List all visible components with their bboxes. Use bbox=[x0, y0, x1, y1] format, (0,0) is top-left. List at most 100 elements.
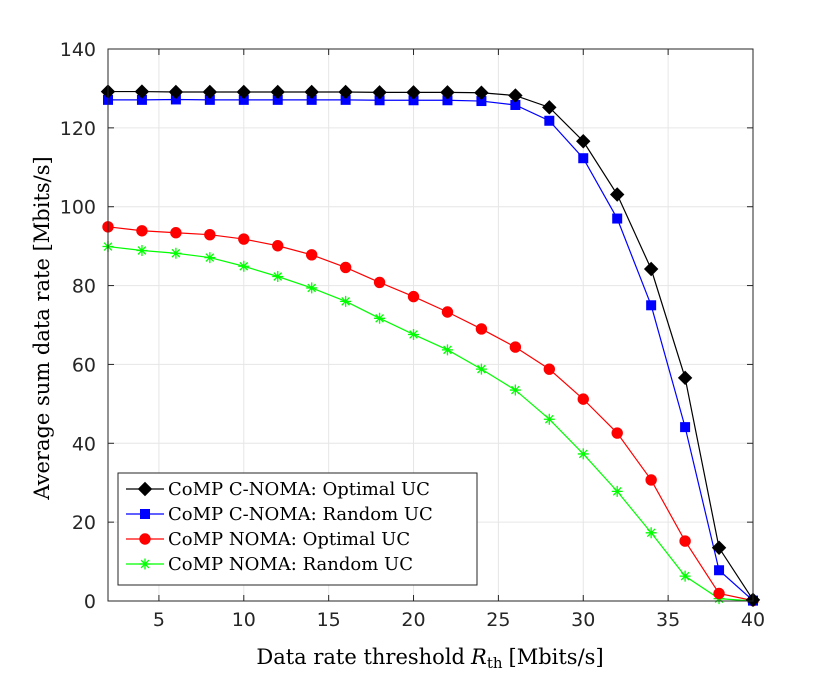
legend-box bbox=[117, 472, 478, 586]
x-tick-label: 5 bbox=[153, 609, 165, 631]
data-point bbox=[340, 295, 352, 307]
legend-marker bbox=[139, 533, 151, 545]
data-point bbox=[577, 448, 589, 460]
legend: CoMP C-NOMA: Optimal UC CoMP C-NOMA: Rand… bbox=[117, 472, 478, 586]
data-point bbox=[373, 276, 386, 289]
legend-entry: CoMP C-NOMA: Optimal UC bbox=[126, 479, 430, 500]
series-line bbox=[107, 245, 754, 602]
data-point bbox=[168, 84, 184, 100]
data-point bbox=[272, 271, 284, 283]
y-tick-label: 40 bbox=[72, 433, 96, 455]
data-point bbox=[204, 229, 216, 241]
y-tick-label: 0 bbox=[84, 591, 96, 613]
y-tick-label: 100 bbox=[60, 197, 96, 219]
x-axis-label-subscript: th bbox=[487, 654, 503, 672]
y-tick-label: 120 bbox=[60, 118, 96, 140]
data-point bbox=[677, 370, 693, 386]
data-point bbox=[272, 240, 284, 252]
y-axis-label: Average sum data rate [Mbits/s] bbox=[30, 156, 54, 500]
tick-marks bbox=[108, 48, 754, 602]
data-point bbox=[645, 474, 657, 486]
tick-labels: 5 10 15 20 25 30 35 40 0 20 40 60 80 100 120 140 bbox=[60, 39, 765, 631]
series-0 bbox=[100, 84, 761, 608]
data-point bbox=[170, 247, 182, 259]
data-point bbox=[374, 312, 386, 324]
data-point bbox=[236, 84, 251, 100]
data-point bbox=[134, 84, 150, 99]
data-point bbox=[643, 261, 659, 277]
data-point bbox=[238, 233, 250, 245]
legend-entry: CoMP NOMA: Optimal UC bbox=[126, 529, 410, 550]
data-point bbox=[645, 527, 657, 539]
legend-label: CoMP NOMA: Random UC bbox=[168, 554, 413, 575]
legend-marker bbox=[140, 509, 150, 519]
data-point bbox=[612, 213, 623, 224]
data-point bbox=[646, 300, 657, 311]
series-3 bbox=[102, 241, 759, 607]
data-point bbox=[408, 328, 420, 340]
data-point bbox=[270, 84, 285, 100]
data-point bbox=[679, 570, 691, 582]
data-point bbox=[440, 85, 455, 100]
legend-entries: CoMP C-NOMA: Optimal UC CoMP C-NOMA: Rand… bbox=[126, 479, 433, 575]
series-2 bbox=[102, 221, 759, 607]
data-point bbox=[170, 227, 182, 239]
x-tick-label: 25 bbox=[486, 609, 510, 631]
data-point bbox=[136, 244, 148, 256]
data-point bbox=[338, 84, 353, 100]
data-point bbox=[711, 540, 727, 555]
legend-label: CoMP C-NOMA: Random UC bbox=[168, 504, 433, 525]
x-axis-label: Data rate threshold Rth [Mbits/s] bbox=[256, 645, 603, 672]
data-point bbox=[372, 85, 387, 100]
data-point bbox=[679, 535, 691, 547]
data-point bbox=[680, 422, 691, 433]
y-tick-label: 60 bbox=[72, 354, 96, 376]
data-point bbox=[509, 384, 521, 396]
x-axis-label-text: Data rate threshold bbox=[256, 645, 465, 669]
plot-border bbox=[107, 48, 754, 602]
x-tick-label: 20 bbox=[401, 609, 425, 631]
legend-label: CoMP C-NOMA: Optimal UC bbox=[168, 479, 430, 500]
data-point bbox=[542, 100, 557, 115]
legend-marker bbox=[139, 558, 151, 570]
x-axis-label-symbol: R bbox=[470, 645, 487, 669]
data-point bbox=[474, 85, 489, 100]
x-tick-label: 30 bbox=[571, 609, 595, 631]
data-point bbox=[202, 84, 218, 100]
data-point bbox=[611, 427, 623, 439]
y-tick-label: 80 bbox=[72, 276, 96, 298]
data-point bbox=[577, 393, 589, 405]
legend-label: CoMP NOMA: Optimal UC bbox=[168, 529, 410, 550]
data-point bbox=[713, 587, 725, 600]
data-point bbox=[508, 88, 523, 103]
data-point bbox=[509, 341, 522, 353]
x-tick-label: 15 bbox=[317, 609, 341, 631]
data-point bbox=[714, 565, 725, 576]
data-point bbox=[578, 153, 589, 164]
data-point bbox=[475, 323, 488, 335]
data-point bbox=[306, 282, 318, 294]
data-point bbox=[304, 84, 319, 100]
data-point bbox=[610, 187, 625, 202]
data-point bbox=[238, 260, 250, 272]
x-tick-label: 35 bbox=[656, 609, 680, 631]
data-point bbox=[136, 225, 148, 237]
data-point bbox=[543, 363, 556, 375]
series-line bbox=[108, 98, 754, 602]
data-point bbox=[339, 261, 352, 274]
data-point bbox=[441, 306, 454, 318]
x-tick-label: 10 bbox=[232, 609, 256, 631]
data-point bbox=[441, 344, 453, 356]
legend-entry: CoMP NOMA: Random UC bbox=[126, 554, 413, 575]
data-point bbox=[576, 134, 591, 149]
series-line bbox=[107, 226, 754, 602]
y-tick-label: 140 bbox=[60, 39, 96, 61]
data-point bbox=[544, 115, 555, 126]
data-point bbox=[407, 290, 420, 303]
y-tick-label: 20 bbox=[72, 512, 96, 534]
data-point bbox=[543, 413, 555, 425]
legend-entry: CoMP C-NOMA: Random UC bbox=[126, 504, 433, 525]
data-point bbox=[475, 363, 487, 375]
data-point bbox=[305, 249, 318, 261]
